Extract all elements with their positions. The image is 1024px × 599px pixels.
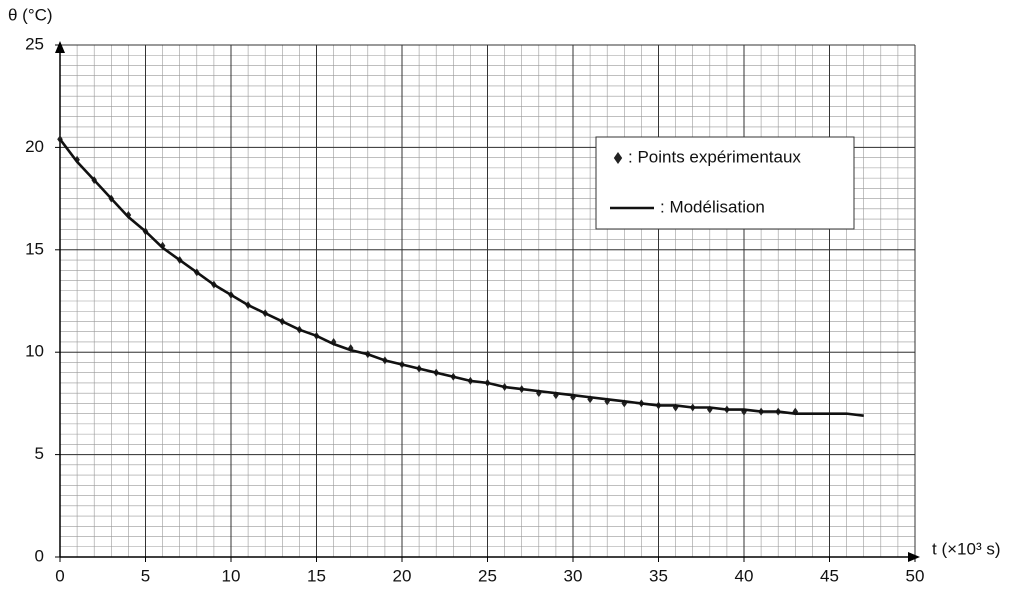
x-tick-label: 20 — [393, 566, 412, 585]
x-tick-label: 0 — [55, 566, 64, 585]
model-line — [58, 138, 864, 417]
x-tick-label: 10 — [222, 566, 241, 585]
x-tick-label: 40 — [735, 566, 754, 585]
x-tick-label: 35 — [649, 566, 668, 585]
data-point — [741, 407, 747, 416]
y-tick-label: 0 — [35, 546, 44, 565]
data-point — [570, 393, 576, 402]
y-tick-label: 5 — [35, 444, 44, 463]
x-tick-label: 30 — [564, 566, 583, 585]
legend-box — [595, 136, 855, 230]
y-tick-label: 10 — [25, 342, 44, 361]
x-axis-arrow — [908, 552, 920, 562]
x-tick-label: 50 — [906, 566, 925, 585]
y-axis-arrow — [55, 41, 65, 53]
legend-label: : Modélisation — [660, 197, 765, 216]
y-tick-label: 20 — [25, 137, 44, 156]
legend-label: : Points expérimentaux — [628, 147, 801, 166]
y-tick-label: 15 — [25, 239, 44, 258]
legend-marker — [613, 152, 623, 164]
x-tick-label: 45 — [820, 566, 839, 585]
x-tick-label: 15 — [307, 566, 326, 585]
x-axis-label: t (×10³ s) — [932, 539, 1001, 558]
x-tick-label: 5 — [141, 566, 150, 585]
x-tick-label: 25 — [478, 566, 497, 585]
y-tick-label: 25 — [25, 34, 44, 53]
data-point — [57, 135, 63, 144]
y-axis-label: θ (°C) — [8, 5, 53, 24]
